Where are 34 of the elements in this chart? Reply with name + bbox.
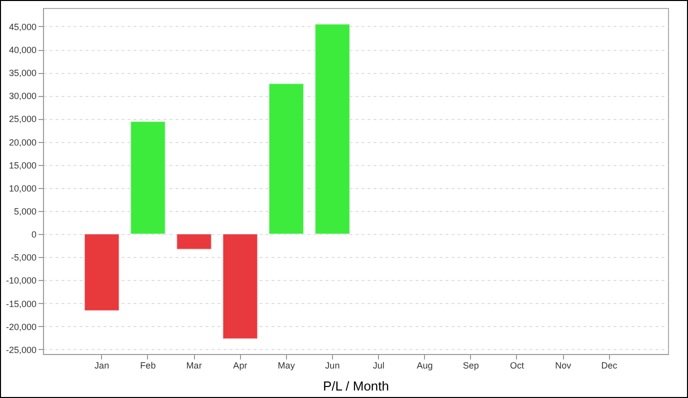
x-tick-label: Jan — [94, 360, 110, 370]
x-tick-label: May — [278, 360, 296, 370]
y-tick-label: 30,000 — [8, 91, 36, 102]
bar — [314, 24, 350, 235]
bar — [176, 234, 212, 250]
bar — [84, 234, 120, 312]
y-tick-label: -15,000 — [6, 298, 36, 309]
y-tick-label: -10,000 — [6, 276, 36, 286]
y-tick-label: 35,000 — [8, 68, 36, 78]
x-tick-label: Feb — [140, 360, 156, 370]
bar — [130, 120, 166, 235]
bar — [268, 83, 304, 235]
x-tick-label: Jul — [372, 360, 384, 370]
bar — [222, 234, 258, 340]
y-tick-label: -5,000 — [10, 252, 36, 263]
x-tick-label: Jun — [325, 360, 340, 370]
x-tick-label: Sep — [462, 360, 479, 370]
x-tick-label: Mar — [186, 360, 202, 370]
x-tick-label: Dec — [601, 360, 618, 370]
y-tick-label: 40,000 — [8, 45, 36, 56]
x-tick-label: Apr — [233, 360, 248, 370]
y-tick-label: -20,000 — [6, 322, 36, 332]
y-tick-label: 5,000 — [14, 206, 36, 216]
x-axis-title: P/L / Month — [323, 378, 389, 394]
y-tick-label: 0 — [31, 230, 36, 240]
x-tick-label: Nov — [555, 360, 572, 370]
y-tick-label: 45,000 — [8, 22, 36, 32]
y-tick-label: -25,000 — [6, 344, 36, 355]
x-tick-label: Aug — [416, 360, 433, 370]
x-tick-label: Oct — [510, 360, 524, 370]
y-tick-label: 25,000 — [8, 114, 36, 124]
y-tick-label: 20,000 — [8, 137, 36, 148]
y-tick-label: 10,000 — [8, 183, 36, 194]
y-tick-label: 15,000 — [8, 160, 36, 170]
